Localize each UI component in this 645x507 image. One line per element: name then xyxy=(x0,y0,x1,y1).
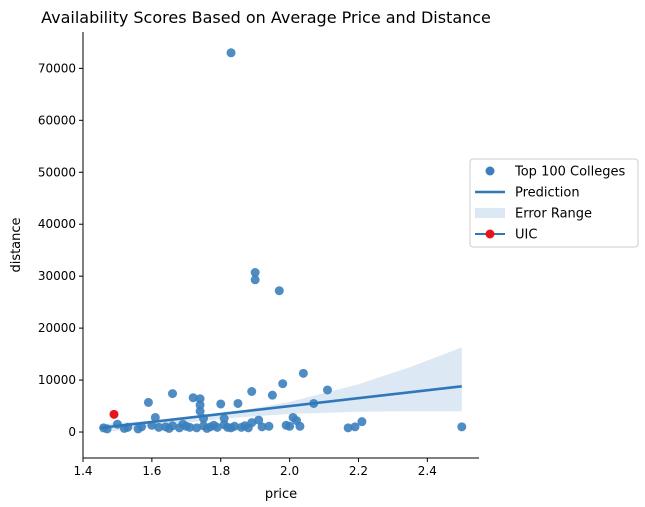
y-tick-label: 40000 xyxy=(38,217,76,231)
college-point xyxy=(195,406,205,416)
college-point xyxy=(298,368,308,378)
college-point xyxy=(150,412,160,422)
college-point xyxy=(250,275,260,285)
legend-box xyxy=(469,158,639,248)
y-tick-label: 50000 xyxy=(38,165,76,179)
y-tick-label: 70000 xyxy=(38,61,76,75)
college-point xyxy=(264,421,274,431)
legend-marker-uic xyxy=(485,229,495,239)
legend-label: Top 100 Colleges xyxy=(514,165,626,180)
college-point xyxy=(219,414,229,424)
college-point xyxy=(233,398,243,408)
y-axis-label: distance xyxy=(9,217,24,272)
college-point xyxy=(188,393,198,403)
college-point xyxy=(192,423,202,433)
college-point xyxy=(154,422,164,432)
chart-title: Availability Scores Based on Average Pri… xyxy=(41,8,491,27)
legend-label: Prediction xyxy=(515,186,580,201)
y-tick-label: 10000 xyxy=(38,373,76,387)
y-tick-label: 60000 xyxy=(38,113,76,127)
x-tick-label: 1.4 xyxy=(73,464,92,478)
college-point xyxy=(226,48,236,58)
y-tick-label: 30000 xyxy=(38,269,76,283)
college-point xyxy=(257,422,267,432)
error-range-band xyxy=(100,347,462,433)
x-tick-label: 2.4 xyxy=(418,464,437,478)
college-point xyxy=(295,421,305,431)
legend-marker-colleges xyxy=(485,166,495,176)
college-point xyxy=(195,394,205,404)
legend-patch-error-range xyxy=(475,208,505,218)
x-tick-label: 1.6 xyxy=(142,464,161,478)
college-point xyxy=(457,422,467,432)
college-point xyxy=(247,387,257,397)
college-point xyxy=(285,421,295,431)
college-point xyxy=(322,385,332,395)
legend-label: Error Range xyxy=(515,207,592,222)
college-point xyxy=(267,390,277,400)
college-point xyxy=(230,421,240,431)
college-point xyxy=(216,399,226,409)
y-tick-label: 0 xyxy=(68,425,76,439)
college-point xyxy=(343,423,353,433)
x-axis: 1.4 1.6 1.8 2.0 2.2 2.4 xyxy=(73,457,479,478)
x-tick-label: 1.8 xyxy=(211,464,230,478)
legend-label: UIC xyxy=(515,228,537,243)
college-point xyxy=(143,397,153,407)
college-point xyxy=(254,415,264,425)
college-point xyxy=(212,422,222,432)
x-tick-label: 2.2 xyxy=(349,464,368,478)
college-point xyxy=(168,389,178,399)
college-point xyxy=(350,422,360,432)
college-point xyxy=(247,418,257,428)
college-point xyxy=(357,417,367,427)
prediction-line xyxy=(100,385,462,430)
x-tick-label: 2.0 xyxy=(280,464,299,478)
uic-point xyxy=(109,409,119,419)
y-tick-label: 20000 xyxy=(38,321,76,335)
college-point xyxy=(274,286,284,296)
college-point xyxy=(185,422,195,432)
x-axis-label: price xyxy=(265,487,297,502)
college-point xyxy=(250,268,260,278)
college-point xyxy=(195,400,205,410)
legend: Top 100 Colleges Prediction Error Range UIC xyxy=(469,158,639,248)
y-axis: 0 10000 20000 30000 40000 50000 60000 70000 xyxy=(38,32,84,458)
plot-area xyxy=(99,48,467,434)
college-point xyxy=(168,421,178,431)
college-point xyxy=(278,379,288,389)
